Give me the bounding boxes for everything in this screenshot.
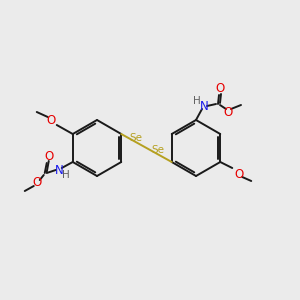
- Text: O: O: [46, 113, 56, 127]
- Text: H: H: [62, 170, 70, 180]
- Text: Se: Se: [151, 145, 164, 155]
- Text: N: N: [54, 164, 63, 176]
- Text: Se: Se: [129, 133, 142, 143]
- Text: N: N: [200, 100, 208, 112]
- Text: O: O: [44, 151, 53, 164]
- Text: O: O: [32, 176, 41, 190]
- Text: O: O: [224, 106, 232, 118]
- Text: H: H: [193, 96, 201, 106]
- Text: O: O: [235, 167, 244, 181]
- Text: O: O: [215, 82, 225, 95]
